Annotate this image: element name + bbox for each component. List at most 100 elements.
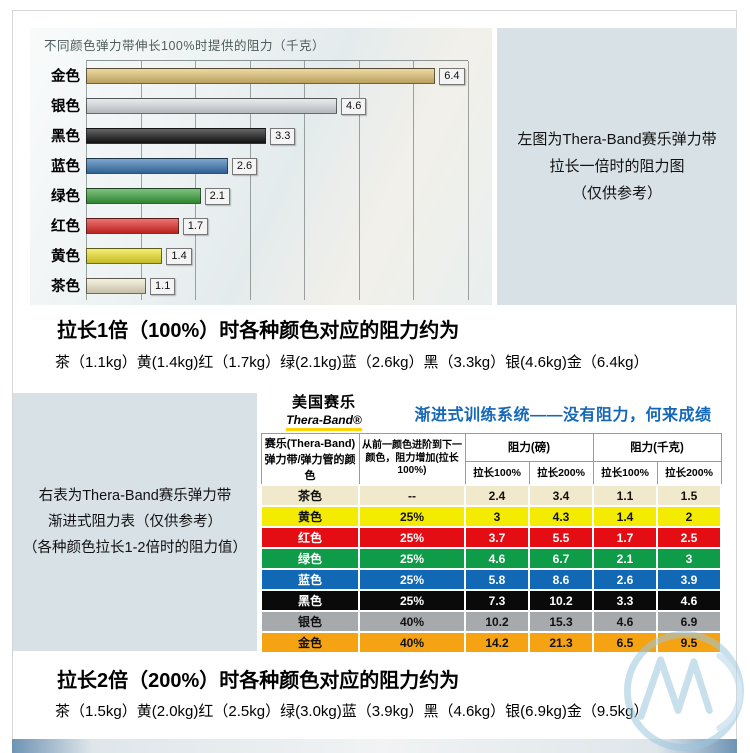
bar (86, 68, 436, 84)
cell-value: 1.1 (592, 484, 659, 507)
cell-color: 绿色 (260, 547, 360, 570)
bar (86, 158, 228, 174)
cell-value: 5.8 (464, 568, 530, 591)
cell-value: 4.6 (656, 589, 723, 612)
bar-value-label: 1.4 (166, 247, 192, 265)
progression-table-section: 美国赛乐 Thera-Band® 渐进式训练系统——没有阻力，何来成绩 赛乐(T… (258, 393, 736, 654)
cell-value: 4.6 (592, 610, 659, 633)
cell-color: 黑色 (260, 589, 360, 612)
bar-value-label: 1.1 (150, 277, 176, 295)
bar-value-label: 1.7 (182, 217, 209, 235)
cell-color: 金色 (260, 631, 360, 654)
bar-value-label: 2.6 (231, 157, 258, 175)
cell-value: 9.5 (656, 631, 723, 654)
cell-value: 2.1 (592, 547, 659, 570)
cell-value: 5.5 (527, 526, 595, 549)
cell-increase: 25% (358, 505, 466, 528)
table-header-increase: 从前一颜色进阶到下一颜色，阻力增加(拉长100%) (358, 433, 466, 486)
cell-value: 1.7 (592, 526, 659, 549)
bar-value-label: 3.3 (270, 127, 296, 145)
category-label: 金色 (51, 68, 80, 85)
note-line: （各种颜色拉长1-2倍时的阻力值） (23, 540, 247, 556)
cell-value: 21.3 (527, 631, 595, 654)
table-header-kg: 阻力(千克) (592, 433, 722, 462)
thera-band-logo: Thera-Band® (286, 413, 362, 432)
bar-row: 4.6 (86, 91, 468, 121)
band-table-row: 金色 40% 14.2 21.3 6.5 9.5 (260, 631, 723, 654)
cell-color: 银色 (260, 610, 360, 633)
cell-value: 3 (464, 505, 530, 528)
cell-value: 1.4 (592, 505, 659, 528)
bar (86, 248, 163, 264)
cell-value: 2 (656, 505, 723, 528)
resistance-bar-chart: 不同颜色弹力带伸长100%时提供的阻力（千克） 金色 银色 黑色 蓝色 绿色 红… (30, 28, 492, 305)
band-table-row: 黑色 25% 7.3 10.2 3.3 4.6 (260, 589, 723, 612)
cell-value: 3.7 (464, 526, 530, 549)
table-note-box: 右表为Thera-Band赛乐弹力带 渐进式阻力表（仅供参考） （各种颜色拉长1… (13, 393, 257, 651)
category-label: 茶色 (51, 278, 80, 295)
brand-name-cn: 美国赛乐 (291, 393, 356, 411)
note-line: 拉长一倍时的阻力图 (549, 158, 685, 175)
bar-value-label: 4.6 (341, 97, 367, 115)
cell-value: 6.5 (592, 631, 659, 654)
brand-row: 美国赛乐 Thera-Band® 渐进式训练系统——没有阻力，何来成绩 (258, 393, 736, 433)
cell-value: 2.4 (464, 484, 530, 507)
bar-value-label: 2.1 (204, 187, 230, 205)
table-subheader-200: 拉长200% (656, 460, 722, 486)
cell-color: 红色 (260, 526, 360, 549)
detail-100-percent: 茶（1.1kg）黄(1.4kg)红（1.7kg）绿(2.1kg)蓝（2.6kg）… (55, 354, 649, 371)
cell-value: 6.9 (656, 610, 723, 633)
bar (86, 278, 147, 294)
bottom-strip (12, 739, 737, 753)
category-label: 黑色 (51, 128, 80, 145)
cell-value: 7.3 (464, 589, 530, 612)
note-line: 右表为Thera-Band赛乐弹力带 (38, 488, 232, 504)
chart-title: 不同颜色弹力带伸长100%时提供的阻力（千克） (44, 39, 325, 53)
bar (86, 218, 179, 234)
bar-row: 6.4 (86, 61, 468, 91)
chart-gridlines (86, 61, 469, 300)
table-subheader-200: 拉长200% (528, 460, 594, 486)
detail-200-percent: 茶（1.5kg）黄(2.0kg)红（2.5kg）绿(3.0kg)蓝（3.9kg）… (55, 703, 649, 720)
category-label: 黄色 (51, 248, 80, 265)
cell-value: 10.2 (464, 610, 530, 633)
cell-value: 14.2 (464, 631, 530, 654)
cell-value: 6.7 (527, 547, 595, 570)
table-subheader-100: 拉长100% (464, 460, 530, 486)
bar (86, 98, 338, 114)
cell-value: 3 (656, 547, 723, 570)
note-line: 左图为Thera-Band赛乐弹力带 (517, 131, 717, 148)
heading-100-percent: 拉长1倍（100%）时各种颜色对应的阻力约为 (57, 320, 460, 342)
band-table-row: 红色 25% 3.7 5.5 1.7 2.5 (260, 526, 723, 549)
category-label: 绿色 (51, 188, 80, 205)
brand-logo: 美国赛乐 Thera-Band® (258, 393, 390, 432)
cell-increase: -- (358, 484, 466, 507)
cell-value: 4.3 (527, 505, 595, 528)
cell-increase: 25% (358, 568, 466, 591)
table-header-pounds: 阻力(磅) (464, 433, 594, 462)
cell-value: 3.4 (527, 484, 595, 507)
band-table-row: 绿色 25% 4.6 6.7 2.1 3 (260, 547, 723, 570)
cell-color: 蓝色 (260, 568, 360, 591)
cell-value: 2.6 (592, 568, 659, 591)
category-label: 红色 (51, 218, 80, 235)
cell-value: 8.6 (527, 568, 595, 591)
category-label: 银色 (51, 98, 80, 115)
band-table-row: 黄色 25% 3 4.3 1.4 2 (260, 505, 723, 528)
table-header-color: 赛乐(Thera-Band) 弹力带/弹力管的颜色 (260, 433, 360, 486)
chart-note-box: 左图为Thera-Band赛乐弹力带 拉长一倍时的阻力图 （仅供参考） (497, 28, 737, 305)
cell-value: 4.6 (464, 547, 530, 570)
note-line: 渐进式阻力表（仅供参考） (48, 514, 222, 530)
bar (86, 128, 267, 144)
bar-row: 1.4 (86, 241, 468, 271)
heading-200-percent: 拉长2倍（200%）时各种颜色对应的阻力约为 (57, 670, 460, 692)
cell-increase: 25% (358, 526, 466, 549)
bar-row: 2.1 (86, 181, 468, 211)
cell-increase: 40% (358, 610, 466, 633)
bar-row: 2.6 (86, 151, 468, 181)
band-table-row: 茶色 -- 2.4 3.4 1.1 1.5 (260, 484, 723, 507)
table-subheader-100: 拉长100% (592, 460, 658, 486)
bar-row: 1.1 (86, 271, 468, 301)
chart-bars: 6.4 4.6 3.3 2.6 2.1 (86, 61, 468, 300)
